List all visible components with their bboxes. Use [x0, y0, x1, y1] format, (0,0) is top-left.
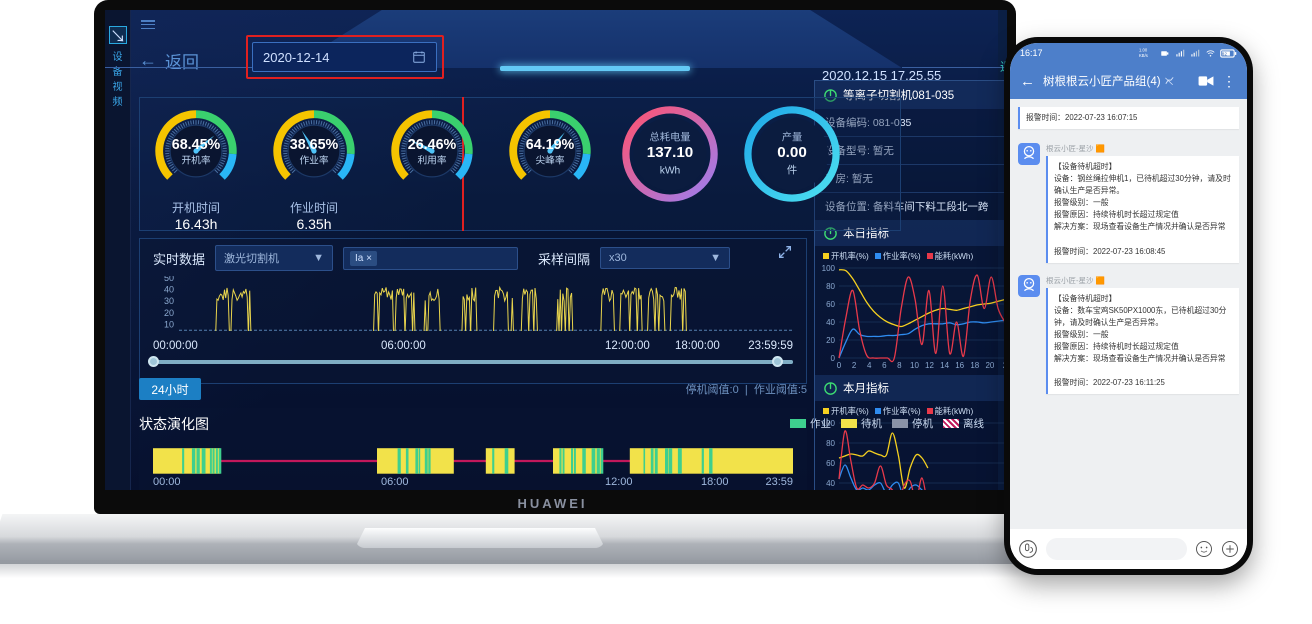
svg-text:60: 60	[826, 459, 835, 468]
svg-text:14: 14	[940, 361, 949, 370]
svg-text:开机率: 开机率	[181, 153, 210, 166]
svg-text:12: 12	[925, 361, 934, 370]
svg-text:0: 0	[831, 354, 836, 363]
svg-text:137.10: 137.10	[647, 144, 693, 161]
svg-text:40: 40	[826, 318, 835, 327]
svg-text:尖峰率: 尖峰率	[535, 153, 564, 166]
svg-text:80: 80	[826, 439, 835, 448]
svg-text:作业率: 作业率	[299, 153, 328, 166]
svg-text:100: 100	[822, 264, 836, 273]
svg-text:26.46%: 26.46%	[408, 137, 457, 153]
svg-text:82: 82	[1222, 51, 1228, 56]
svg-text:件: 件	[787, 165, 797, 177]
svg-text:0: 0	[837, 361, 842, 370]
svg-text:68.45%: 68.45%	[172, 137, 221, 153]
svg-text:40: 40	[826, 479, 835, 488]
svg-text:4: 4	[867, 361, 872, 370]
svg-text:30: 30	[164, 296, 174, 306]
svg-text:16: 16	[955, 361, 964, 370]
svg-text:KB/s: KB/s	[1139, 53, 1148, 58]
svg-text:38.65%: 38.65%	[290, 137, 339, 153]
svg-text:40: 40	[164, 285, 174, 295]
svg-text:8: 8	[897, 361, 902, 370]
svg-text:10: 10	[910, 361, 919, 370]
svg-text:6: 6	[882, 361, 887, 370]
svg-text:20: 20	[826, 336, 835, 345]
svg-text:0.00: 0.00	[777, 144, 807, 161]
svg-text:80: 80	[826, 282, 835, 291]
svg-text:产量: 产量	[782, 130, 803, 143]
svg-text:2: 2	[852, 361, 857, 370]
svg-text:10: 10	[164, 319, 174, 329]
svg-text:60: 60	[826, 300, 835, 309]
svg-text:利用率: 利用率	[417, 153, 446, 166]
svg-text:总耗电量: 总耗电量	[649, 130, 690, 143]
svg-text:64.19%: 64.19%	[526, 137, 575, 153]
svg-text:18: 18	[970, 361, 979, 370]
svg-text:kWh: kWh	[660, 166, 681, 177]
svg-text:20: 20	[164, 308, 174, 318]
svg-text:20: 20	[985, 361, 994, 370]
svg-text:1.00: 1.00	[1139, 48, 1148, 53]
svg-text:50: 50	[164, 276, 174, 283]
